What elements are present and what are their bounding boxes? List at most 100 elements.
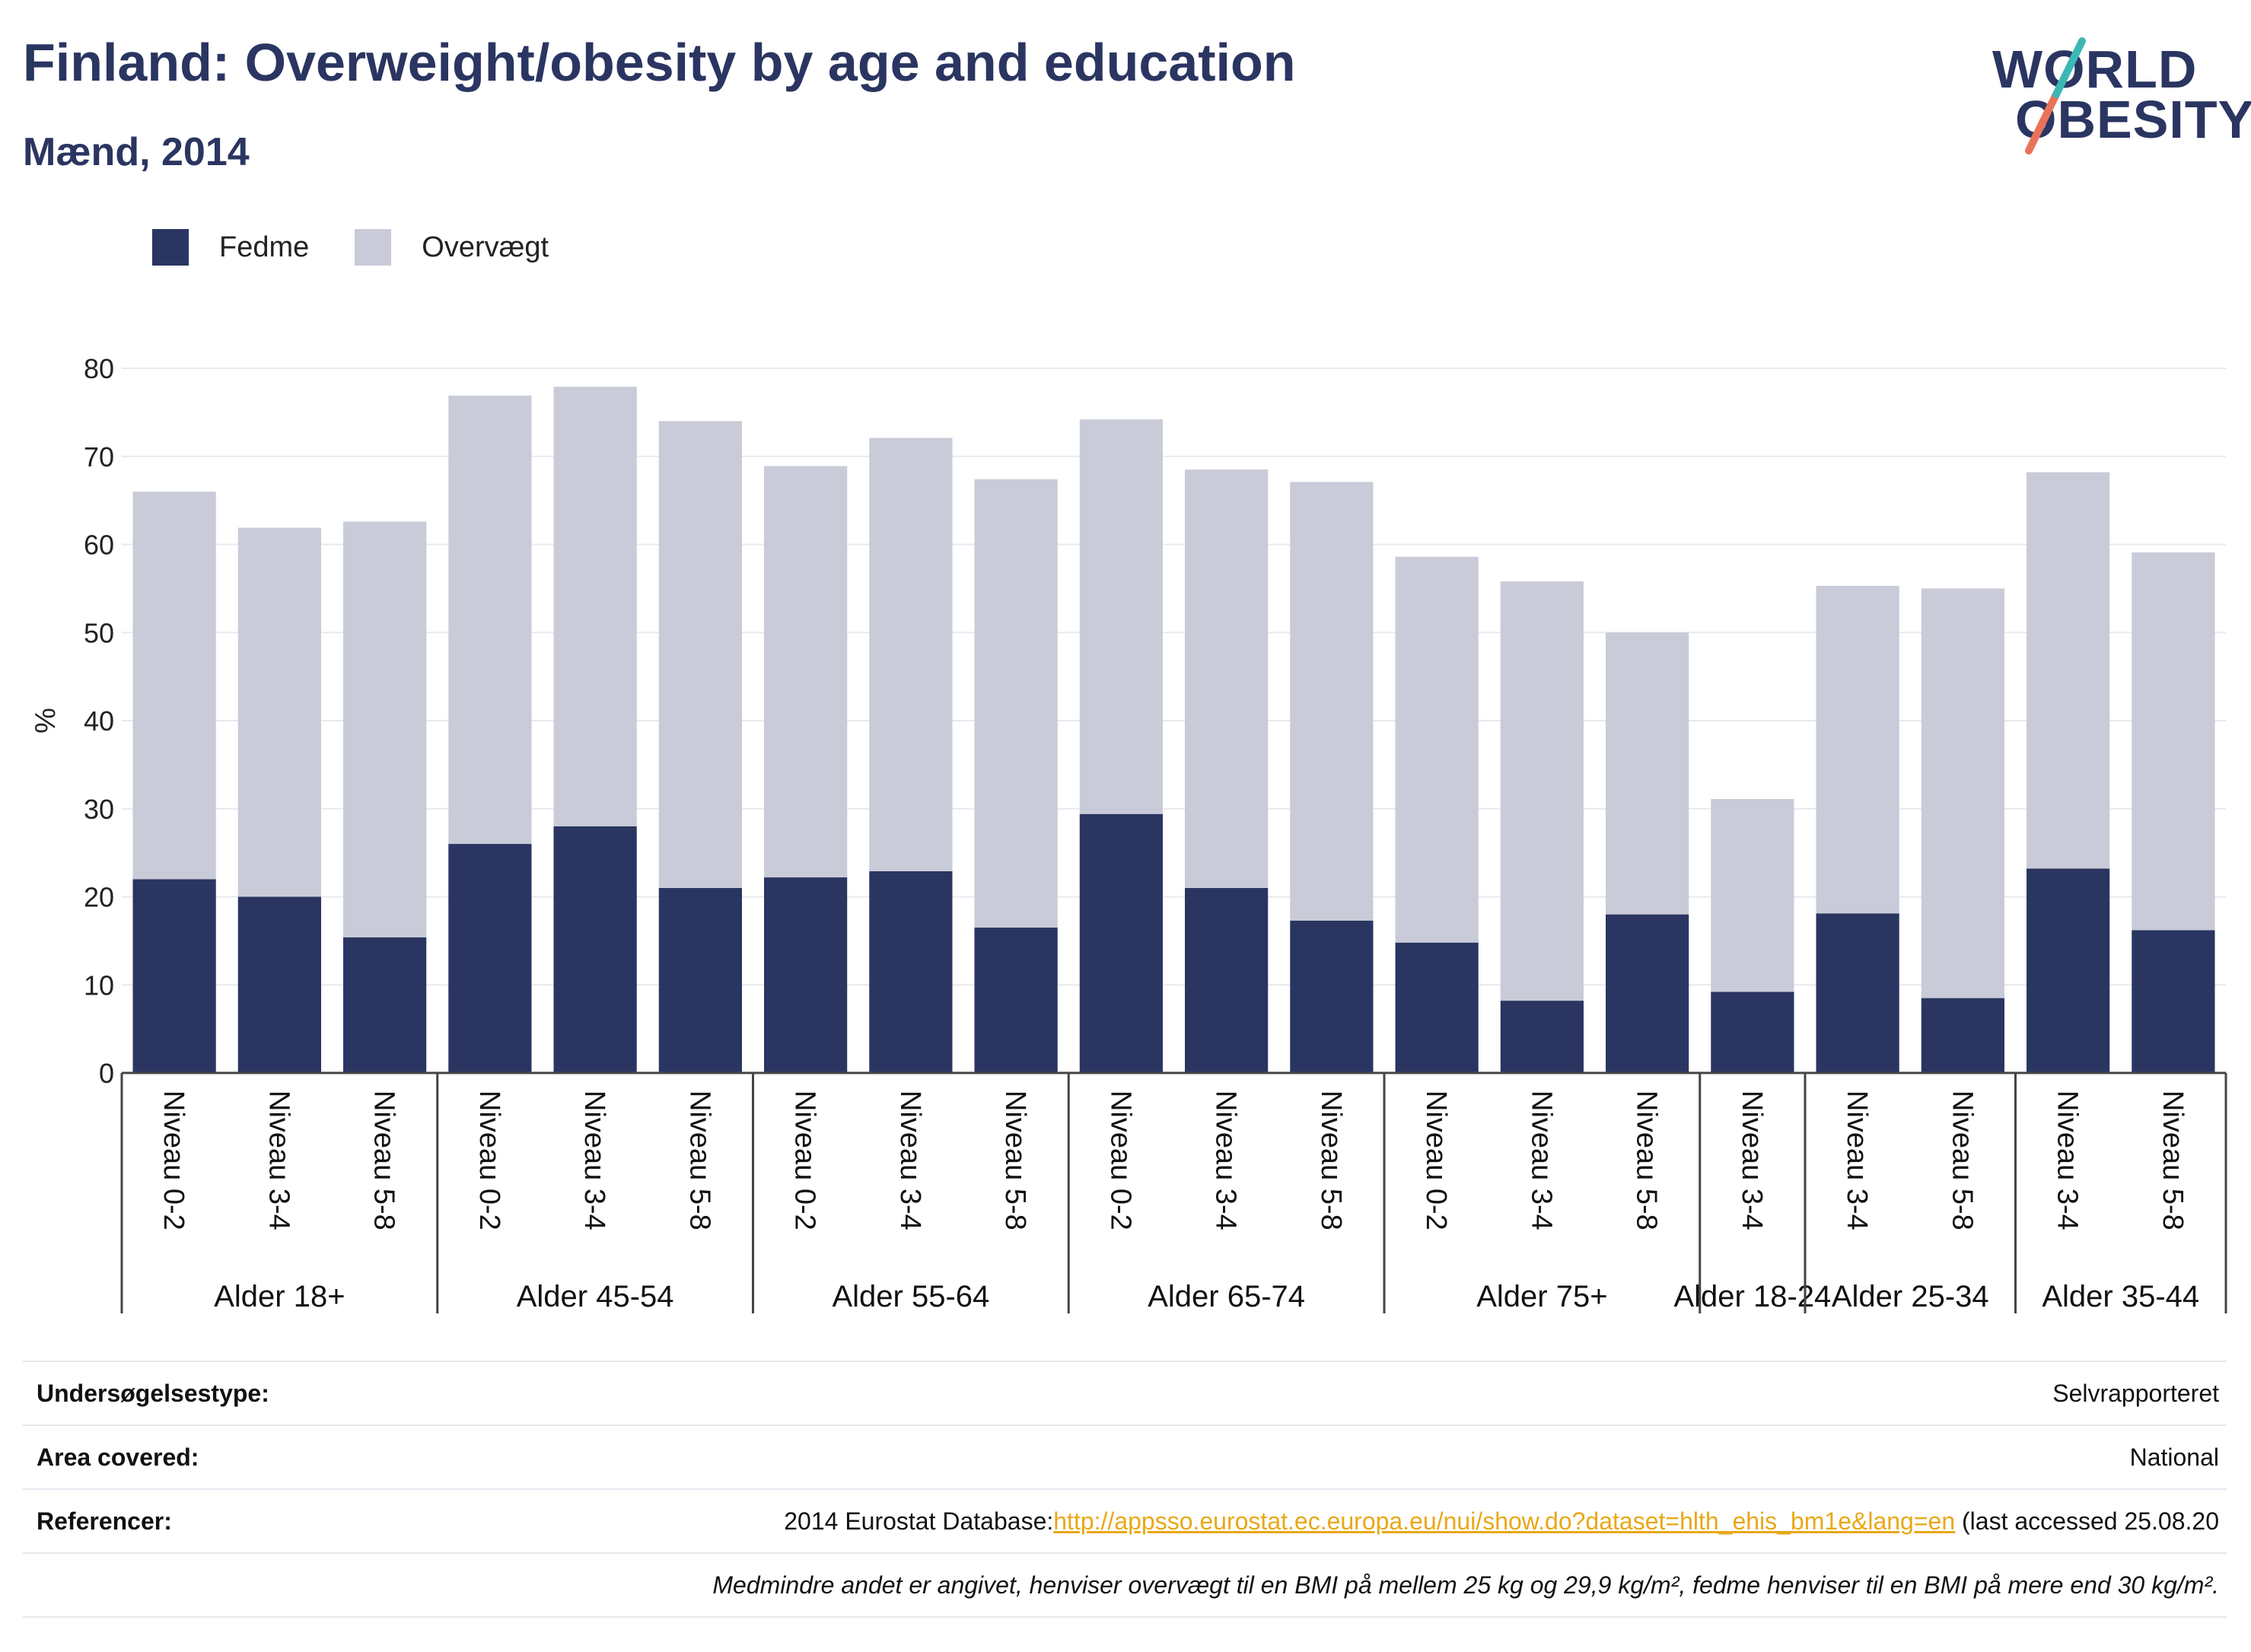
group-label-5: Alder 18-24 (1673, 1280, 1831, 1313)
bar-overvaegt-13 (1500, 581, 1584, 1001)
bar-fedme-18 (2027, 868, 2110, 1073)
y-tick-label-60: 60 (84, 530, 114, 561)
x-tick-label-4: Niveau 3-4 (578, 1090, 610, 1230)
x-tick-label-17: Niveau 5-8 (1946, 1090, 1978, 1230)
y-tick-label-20: 20 (84, 882, 114, 913)
bar-fedme-6 (764, 877, 848, 1073)
bar-overvaegt-15 (1711, 799, 1794, 992)
info-row-references: Referencer: 2014 Eurostat Database:http:… (23, 1488, 2227, 1552)
reference-link[interactable]: http://appsso.eurostat.ec.europa.eu/nui/… (1053, 1507, 1956, 1535)
info-table: Undersøgelsestype: Selvrapporteret Area … (23, 1361, 2227, 1618)
x-tick-label-12: Niveau 0-2 (1420, 1090, 1452, 1230)
bar-fedme-10 (1185, 887, 1269, 1073)
x-tick-label-11: Niveau 5-8 (1315, 1090, 1347, 1230)
world-obesity-logo: WORLD OBESITY (1979, 23, 2251, 160)
group-label-2: Alder 55-64 (832, 1280, 989, 1313)
x-tick-label-7: Niveau 3-4 (894, 1090, 926, 1230)
legend-item-fedme[interactable]: Fedme (152, 229, 309, 266)
bar-overvaegt-7 (869, 438, 953, 871)
bar-overvaegt-3 (448, 395, 532, 845)
y-tick-label-0: 0 (99, 1058, 114, 1089)
stacked-bar-chart: 0 10 20 30 40 50 60 70 80% Niveau 0-2 Niveau 3-4 Ni… (30, 353, 2227, 1313)
x-tick-label-6: Niveau 0-2 (789, 1090, 821, 1230)
legend-swatch-fedme (152, 229, 189, 266)
bar-overvaegt-12 (1395, 556, 1479, 943)
group-label-7: Alder 35-44 (2042, 1280, 2199, 1313)
bar-fedme-13 (1500, 1001, 1584, 1073)
bar-fedme-7 (869, 871, 953, 1073)
group-label-0: Alder 18+ (214, 1280, 345, 1313)
bar-fedme-4 (553, 826, 637, 1073)
info-row-survey: Undersøgelsestype: Selvrapporteret (23, 1361, 2227, 1424)
y-tick-label-30: 30 (84, 794, 114, 825)
bar-fedme-3 (448, 844, 532, 1073)
bar-fedme-11 (1290, 920, 1374, 1073)
bar-overvaegt-10 (1185, 469, 1269, 888)
bar-fedme-15 (1711, 992, 1794, 1073)
area-label: Area covered: (37, 1443, 199, 1471)
y-tick-label-40: 40 (84, 705, 114, 737)
bar-overvaegt-9 (1079, 419, 1163, 814)
bar-fedme-16 (1816, 913, 1899, 1073)
logo-slash-icon (2025, 37, 2086, 154)
x-tick-label-19: Niveau 5-8 (2157, 1090, 2189, 1230)
bar-overvaegt-16 (1816, 585, 1899, 914)
y-tick-label-70: 70 (84, 441, 114, 473)
x-tick-label-0: Niveau 0-2 (158, 1090, 189, 1230)
bar-overvaegt-2 (343, 521, 427, 937)
logo-line-1: WORLD (1992, 40, 2198, 99)
x-tick-label-2: Niveau 5-8 (368, 1090, 400, 1230)
x-tick-label-16: Niveau 3-4 (1841, 1090, 1873, 1230)
page-subtitle: Mænd, 2014 (23, 130, 250, 174)
survey-label: Undersøgelsestype: (37, 1379, 269, 1407)
bar-overvaegt-11 (1290, 482, 1374, 921)
bar-overvaegt-14 (1606, 632, 1689, 915)
group-label-3: Alder 65-74 (1148, 1280, 1305, 1313)
survey-value: Selvrapporteret (2052, 1379, 2219, 1407)
bar-overvaegt-1 (237, 527, 321, 897)
bar-overvaegt-5 (658, 421, 742, 888)
bar-fedme-9 (1079, 813, 1163, 1073)
bar-overvaegt-0 (132, 492, 216, 880)
reference-prefix: 2014 Eurostat Database: (784, 1507, 1054, 1535)
group-label-1: Alder 45-54 (517, 1280, 674, 1313)
bar-overvaegt-4 (553, 387, 637, 826)
y-tick-label-10: 10 (84, 969, 114, 1001)
reference-suffix: (last accessed 25.08.20 (1955, 1507, 2219, 1535)
bar-overvaegt-17 (1921, 588, 2004, 998)
bar-overvaegt-8 (974, 479, 1058, 928)
y-tick-label-80: 80 (84, 353, 114, 384)
x-tick-label-1: Niveau 3-4 (263, 1090, 295, 1230)
bar-fedme-1 (237, 896, 321, 1073)
bmi-note: Medmindre andet er angivet, henviser ove… (712, 1571, 2219, 1599)
bar-fedme-19 (2132, 930, 2215, 1073)
bar-overvaegt-18 (2027, 472, 2110, 869)
y-axis-label: % (30, 708, 62, 734)
x-tick-label-8: Niveau 5-8 (999, 1090, 1031, 1230)
chart-legend: Fedme Overvægt (152, 228, 594, 266)
info-row-area: Area covered: National (23, 1424, 2227, 1488)
info-row-note: Medmindre andet er angivet, henviser ove… (23, 1552, 2227, 1618)
legend-swatch-overvaegt (355, 229, 392, 266)
x-tick-label-9: Niveau 0-2 (1104, 1090, 1136, 1230)
y-tick-label-50: 50 (84, 617, 114, 648)
bar-fedme-2 (343, 937, 427, 1073)
legend-item-overvaegt[interactable]: Overvægt (355, 229, 549, 266)
bar-fedme-12 (1395, 942, 1479, 1073)
bar-fedme-17 (1921, 998, 2004, 1073)
group-label-4: Alder 75+ (1476, 1280, 1607, 1313)
bar-fedme-14 (1606, 914, 1689, 1073)
x-tick-label-15: Niveau 3-4 (1736, 1090, 1768, 1230)
x-tick-label-13: Niveau 3-4 (1525, 1090, 1557, 1230)
area-value: National (2129, 1443, 2219, 1471)
references-value: 2014 Eurostat Database:http://appsso.eur… (784, 1507, 2227, 1536)
legend-label-fedme: Fedme (219, 231, 310, 263)
bar-fedme-5 (658, 887, 742, 1073)
x-tick-label-3: Niveau 0-2 (473, 1090, 505, 1230)
bar-fedme-8 (974, 928, 1058, 1073)
x-tick-label-14: Niveau 5-8 (1631, 1090, 1663, 1230)
group-label-6: Alder 25-34 (1832, 1280, 1989, 1313)
references-label: Referencer: (37, 1507, 172, 1535)
bar-overvaegt-19 (2132, 552, 2215, 931)
x-tick-label-10: Niveau 3-4 (1210, 1090, 1242, 1230)
